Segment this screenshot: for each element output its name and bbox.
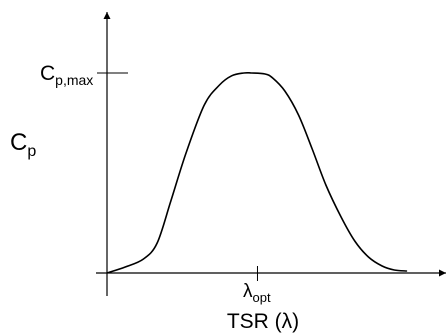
y-tick-label-cp-max: Cp,max xyxy=(40,62,93,88)
y-axis-label: Cp xyxy=(10,129,36,160)
cp-max-sub: p,max xyxy=(55,72,93,88)
lambda-opt-base: λ xyxy=(243,281,253,302)
cp-max-base: C xyxy=(40,62,55,85)
y-axis-label-sub: p xyxy=(27,143,36,160)
cp-curve-series xyxy=(106,71,408,274)
y-axis-label-base: C xyxy=(10,129,27,156)
lambda-opt-sub: opt xyxy=(253,290,271,305)
x-axis-label: TSR (λ) xyxy=(227,310,299,333)
x-tick-label-lambda-opt: λopt xyxy=(243,281,271,305)
